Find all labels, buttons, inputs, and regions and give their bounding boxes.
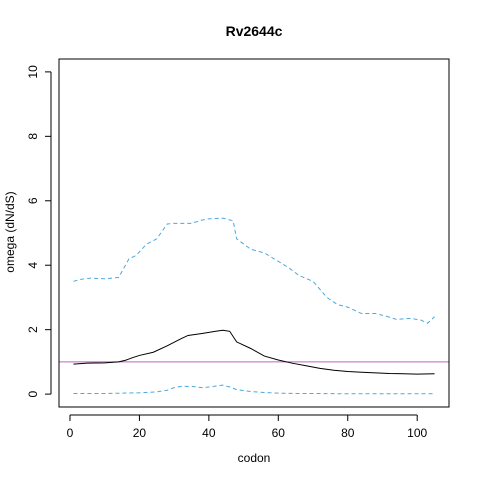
y-tick-label: 10 xyxy=(26,65,40,79)
y-tick-label: 4 xyxy=(26,262,40,269)
chart-title: Rv2644c xyxy=(226,23,283,39)
y-tick-label: 0 xyxy=(26,390,40,397)
series-line-upper-bound xyxy=(73,217,435,324)
y-tick-label: 8 xyxy=(26,133,40,140)
plot-frame xyxy=(58,58,450,408)
y-tick-label: 2 xyxy=(26,326,40,333)
x-tick-label: 100 xyxy=(407,426,427,440)
series-line-estimate xyxy=(73,329,435,375)
plot-layer xyxy=(59,217,449,395)
x-axis-label: codon xyxy=(238,451,271,465)
y-tick-label: 6 xyxy=(26,197,40,204)
x-tick-label: 40 xyxy=(202,426,216,440)
x-tick-label: 80 xyxy=(341,426,355,440)
series-line-lower-bound xyxy=(73,384,435,395)
x-tick-label: 0 xyxy=(67,426,74,440)
x-tick-label: 60 xyxy=(272,426,286,440)
y-axis-label: omega (dN/dS) xyxy=(3,191,17,272)
x-tick-label: 20 xyxy=(133,426,147,440)
